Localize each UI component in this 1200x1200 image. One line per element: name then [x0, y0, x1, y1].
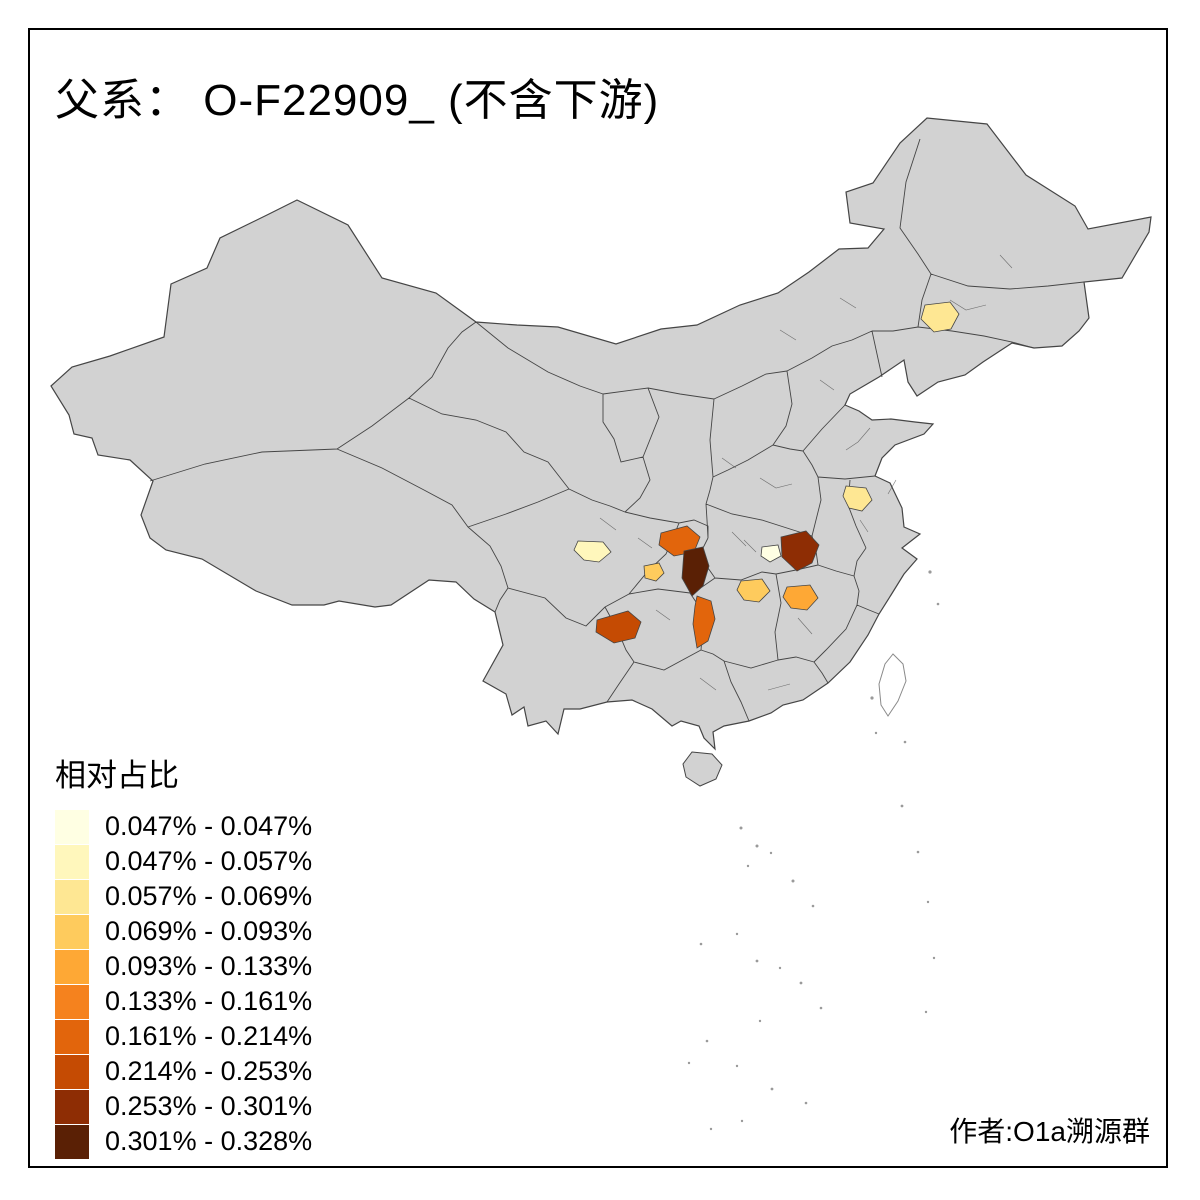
region-2: [842, 485, 873, 512]
page-title: 父系： O-F22909_ (不含下游): [55, 76, 660, 125]
legend-item-label: 0.057% - 0.069%: [105, 881, 313, 911]
legend-item-label: 0.133% - 0.161%: [105, 986, 313, 1016]
highlighted-regions: [573, 301, 960, 649]
legend-swatch: [55, 844, 89, 879]
region-7: [760, 544, 782, 563]
region-5: [681, 546, 710, 597]
legend-item-9: 0.253% - 0.301%: [55, 1089, 312, 1124]
legend-items: 0.047% - 0.047% 0.047% - 0.057% 0.057% - 0…: [55, 809, 312, 1159]
legend-item-6: 0.133% - 0.161%: [55, 984, 312, 1019]
legend-title: 相对占比: [55, 758, 179, 793]
south-china-sea-islands: [687, 570, 940, 1131]
legend-swatch: [55, 914, 89, 949]
taiwan-island: [878, 653, 907, 717]
region-11: [692, 595, 716, 649]
region-10: [595, 610, 642, 644]
hainan-island: [682, 751, 723, 787]
region-9: [782, 584, 819, 611]
legend-item-label: 0.214% - 0.253%: [105, 1056, 313, 1086]
legend-swatch: [55, 984, 89, 1019]
legend-swatch: [55, 1124, 89, 1159]
legend-item-label: 0.301% - 0.328%: [105, 1126, 313, 1156]
mainland-shape: [50, 117, 1152, 751]
legend-item-label: 0.069% - 0.093%: [105, 916, 313, 946]
legend-item-label: 0.047% - 0.057%: [105, 846, 313, 876]
prefecture-borders: [599, 254, 1013, 691]
legend-item-1: 0.047% - 0.047%: [55, 809, 312, 844]
legend-item-5: 0.093% - 0.133%: [55, 949, 312, 984]
legend-swatch: [55, 1089, 89, 1124]
region-12: [643, 562, 665, 582]
legend-item-label: 0.161% - 0.214%: [105, 1021, 313, 1051]
legend-item-8: 0.214% - 0.253%: [55, 1054, 312, 1089]
legend-item-10: 0.301% - 0.328%: [55, 1124, 312, 1159]
legend-swatch: [55, 949, 89, 984]
legend-swatch: [55, 1054, 89, 1089]
legend-item-4: 0.069% - 0.093%: [55, 914, 312, 949]
legend-item-2: 0.047% - 0.057%: [55, 844, 312, 879]
legend-item-label: 0.047% - 0.047%: [105, 811, 313, 841]
legend-swatch: [55, 809, 89, 844]
legend-item-7: 0.161% - 0.214%: [55, 1019, 312, 1054]
region-8: [736, 578, 771, 603]
author-credit: 作者:O1a溯源群: [949, 1116, 1150, 1147]
map-legend: 相对占比 0.047% - 0.047% 0.047% - 0.057% 0.057…: [55, 750, 312, 1159]
region-3: [573, 540, 612, 563]
legend-item-3: 0.057% - 0.069%: [55, 879, 312, 914]
legend-swatch: [55, 879, 89, 914]
region-1: [920, 301, 960, 333]
legend-swatch: [55, 1019, 89, 1054]
legend-item-label: 0.093% - 0.133%: [105, 951, 313, 981]
legend-item-label: 0.253% - 0.301%: [105, 1091, 313, 1121]
region-6: [780, 530, 820, 572]
